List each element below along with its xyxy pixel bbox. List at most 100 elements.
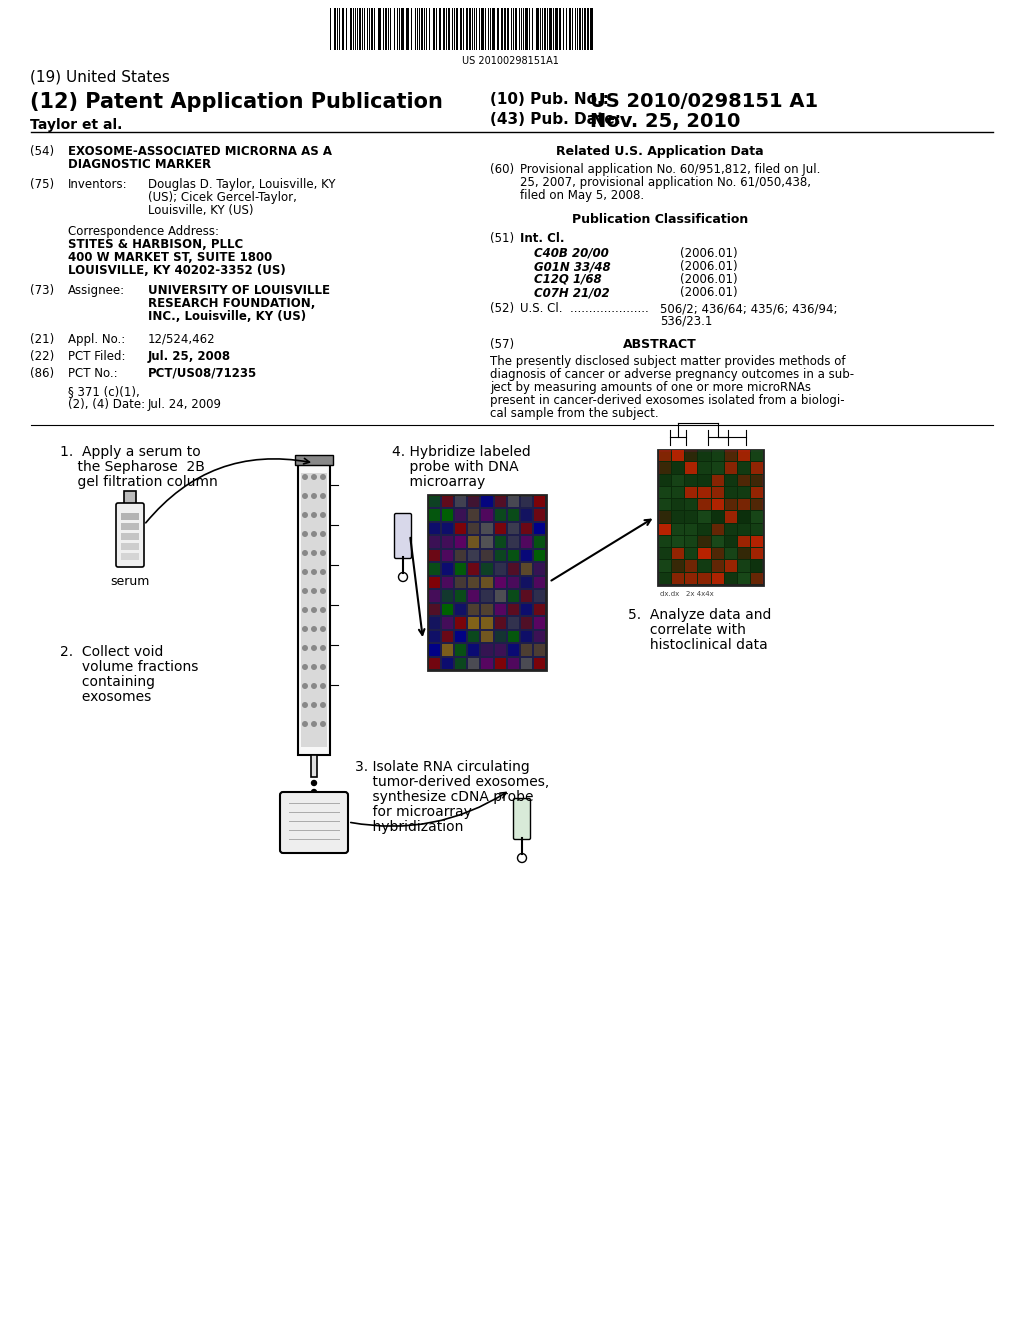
Bar <box>429 496 440 507</box>
Circle shape <box>302 607 308 612</box>
Bar <box>685 536 697 548</box>
Bar <box>359 8 361 50</box>
Bar <box>442 657 454 669</box>
Bar <box>468 550 479 561</box>
Bar <box>544 8 546 50</box>
Bar <box>685 524 697 535</box>
Circle shape <box>302 569 308 576</box>
Bar <box>534 644 545 656</box>
Circle shape <box>319 626 326 632</box>
Bar <box>495 618 506 628</box>
Text: Assignee:: Assignee: <box>68 284 125 297</box>
Bar <box>456 523 466 535</box>
FancyBboxPatch shape <box>116 503 144 568</box>
Bar <box>481 657 493 669</box>
Text: RESEARCH FOUNDATION,: RESEARCH FOUNDATION, <box>148 297 315 310</box>
Circle shape <box>311 789 316 795</box>
Bar <box>672 524 684 535</box>
Bar <box>442 603 454 615</box>
Text: serum: serum <box>110 576 150 587</box>
Bar <box>698 548 711 560</box>
FancyBboxPatch shape <box>280 792 348 853</box>
Bar <box>508 523 519 535</box>
Bar <box>456 590 466 602</box>
Bar <box>456 618 466 628</box>
Bar <box>712 536 724 548</box>
Circle shape <box>302 512 308 517</box>
Text: Appl. No.:: Appl. No.: <box>68 333 125 346</box>
Bar <box>521 523 531 535</box>
Bar <box>672 511 684 523</box>
Text: ABSTRACT: ABSTRACT <box>624 338 697 351</box>
Bar <box>698 524 711 535</box>
Bar <box>712 450 724 461</box>
Circle shape <box>311 780 316 785</box>
Bar <box>508 496 519 507</box>
Bar <box>751 499 763 511</box>
Bar <box>442 564 454 574</box>
Bar <box>659 524 671 535</box>
Text: (52): (52) <box>490 302 514 315</box>
Bar <box>525 8 528 50</box>
Text: 506/2; 436/64; 435/6; 436/94;: 506/2; 436/64; 435/6; 436/94; <box>660 302 838 315</box>
Bar <box>124 491 136 506</box>
Text: Douglas D. Taylor, Louisville, KY: Douglas D. Taylor, Louisville, KY <box>148 178 336 191</box>
Bar <box>698 475 711 486</box>
Bar <box>712 487 724 498</box>
Text: INC., Louisville, KY (US): INC., Louisville, KY (US) <box>148 310 306 323</box>
Bar <box>725 475 736 486</box>
Text: LOUISVILLE, KY 40202-3352 (US): LOUISVILLE, KY 40202-3352 (US) <box>68 264 286 277</box>
Text: § 371 (c)(1),: § 371 (c)(1), <box>68 385 139 399</box>
Bar <box>685 450 697 461</box>
Bar <box>659 536 671 548</box>
Bar <box>737 561 750 572</box>
Bar <box>725 487 736 498</box>
Bar <box>712 499 724 511</box>
Circle shape <box>311 702 317 708</box>
Bar <box>468 496 479 507</box>
Bar <box>468 590 479 602</box>
Text: EXOSOME-ASSOCIATED MICRORNA AS A: EXOSOME-ASSOCIATED MICRORNA AS A <box>68 145 332 158</box>
Bar <box>481 510 493 521</box>
Bar <box>456 577 466 589</box>
Bar <box>468 618 479 628</box>
Text: probe with DNA: probe with DNA <box>392 459 518 474</box>
Bar <box>378 8 381 50</box>
Bar <box>442 536 454 548</box>
Text: (2), (4) Date:: (2), (4) Date: <box>68 399 145 411</box>
Bar <box>429 631 440 642</box>
Bar <box>751 561 763 572</box>
Circle shape <box>302 682 308 689</box>
Text: correlate with: correlate with <box>628 623 745 638</box>
Bar <box>685 548 697 560</box>
Text: Int. Cl.: Int. Cl. <box>520 232 564 246</box>
Bar <box>725 511 736 523</box>
Text: Related U.S. Application Data: Related U.S. Application Data <box>556 145 764 158</box>
Bar <box>501 8 503 50</box>
Text: The presently disclosed subject matter provides methods of: The presently disclosed subject matter p… <box>490 355 846 368</box>
Bar <box>508 550 519 561</box>
Bar <box>521 657 531 669</box>
Bar <box>121 523 139 531</box>
Bar <box>481 644 493 656</box>
Bar <box>534 631 545 642</box>
Bar <box>659 475 671 486</box>
Text: 3. Isolate RNA circulating: 3. Isolate RNA circulating <box>355 760 529 774</box>
Bar <box>712 475 724 486</box>
Text: 400 W MARKET ST, SUITE 1800: 400 W MARKET ST, SUITE 1800 <box>68 251 272 264</box>
Bar <box>698 499 711 511</box>
Bar <box>495 536 506 548</box>
Bar <box>495 564 506 574</box>
Bar <box>534 550 545 561</box>
Text: exosomes: exosomes <box>60 690 152 704</box>
Bar <box>495 510 506 521</box>
Bar <box>672 536 684 548</box>
Bar <box>442 618 454 628</box>
Bar <box>584 8 586 50</box>
Text: present in cancer-derived exosomes isolated from a biologi-: present in cancer-derived exosomes isola… <box>490 393 845 407</box>
Bar <box>508 644 519 656</box>
Bar <box>569 8 571 50</box>
Bar <box>350 8 352 50</box>
Text: ject by measuring amounts of one or more microRNAs: ject by measuring amounts of one or more… <box>490 381 811 393</box>
Bar <box>549 8 552 50</box>
